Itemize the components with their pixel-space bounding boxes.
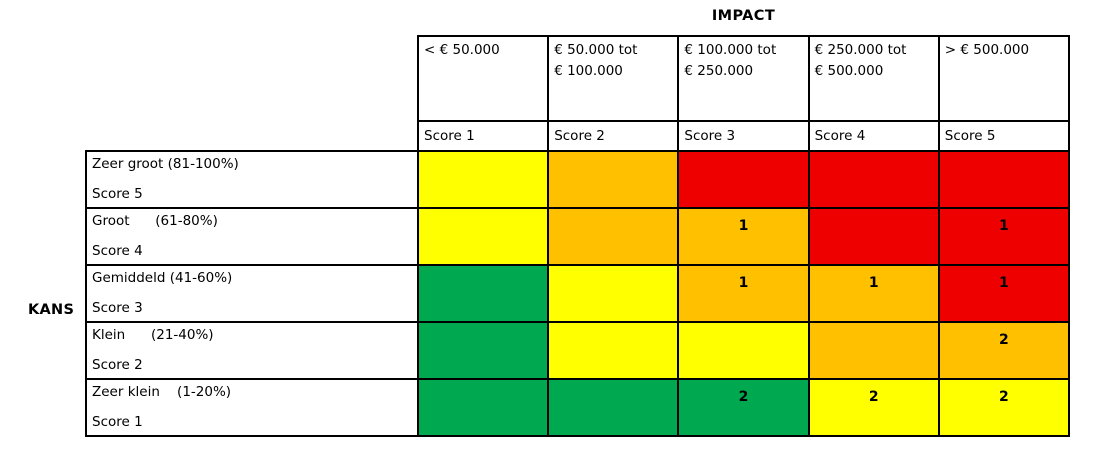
impact-score-header-4: Score 4 [810,122,940,150]
matrix-cell: 1 [679,209,810,266]
kans-row-name: Gemiddeld (41-60%) [92,270,233,286]
kans-row-name: Zeer klein (1-20%) [92,384,232,400]
kans-row-name: Zeer groot (81-100%) [92,156,239,172]
matrix-cell [419,209,550,266]
impact-header: < € 50.000 € 50.000 tot € 100.000 € 100.… [417,35,1070,150]
matrix-cell [419,380,550,437]
impact-range-header-4: € 250.000 tot € 500.000 [809,37,940,122]
risk-matrix-body: Zeer groot (81-100%) Score 5 Groot (61-8… [85,150,1070,437]
kans-row-score: Score 4 [92,243,143,259]
matrix-cell [549,266,680,323]
kans-row-label-klein: Klein (21-40%) Score 2 [87,323,419,380]
matrix-cell [809,209,940,266]
kans-row-score: Score 5 [92,186,143,202]
matrix-cell [679,152,810,209]
kans-row-name: Groot (61-80%) [92,213,218,229]
kans-row-label-gemiddeld: Gemiddeld (41-60%) Score 3 [87,266,419,323]
impact-score-header-5: Score 5 [940,122,1070,150]
matrix-cell [549,380,680,437]
matrix-cell [419,266,550,323]
impact-range-header-3: € 100.000 tot € 250.000 [679,37,810,122]
kans-row-label-zeer-groot: Zeer groot (81-100%) Score 5 [87,152,419,209]
matrix-cell [679,323,810,380]
kans-row-score: Score 3 [92,300,143,316]
matrix-cell: 1 [809,266,940,323]
matrix-cell [419,323,550,380]
matrix-cell [549,323,680,380]
kans-row-label-zeer-klein: Zeer klein (1-20%) Score 1 [87,380,419,437]
kans-row-name: Klein (21-40%) [92,327,214,343]
matrix-cell: 2 [939,380,1070,437]
matrix-cell [809,323,940,380]
matrix-cell: 1 [939,266,1070,323]
impact-range-header-2: € 50.000 tot € 100.000 [549,37,680,122]
impact-score-header-2: Score 2 [549,122,680,150]
matrix-cell: 1 [679,266,810,323]
impact-range-header-5: > € 500.000 [939,37,1070,122]
impact-axis-title: IMPACT [711,8,776,24]
matrix-cell [419,152,550,209]
matrix-cell: 1 [939,209,1070,266]
impact-score-header-3: Score 3 [679,122,810,150]
matrix-cell [549,152,680,209]
matrix-cell: 2 [679,380,810,437]
matrix-cell: 2 [939,323,1070,380]
kans-row-score: Score 2 [92,357,143,373]
matrix-cell: 2 [809,380,940,437]
impact-range-header-1: < € 50.000 [419,37,550,122]
kans-axis-title: KANS [28,302,75,318]
matrix-cell [549,209,680,266]
matrix-cell [939,152,1070,209]
matrix-cell [809,152,940,209]
kans-row-label-groot: Groot (61-80%) Score 4 [87,209,419,266]
kans-row-score: Score 1 [92,414,143,430]
impact-score-header-1: Score 1 [419,122,550,150]
